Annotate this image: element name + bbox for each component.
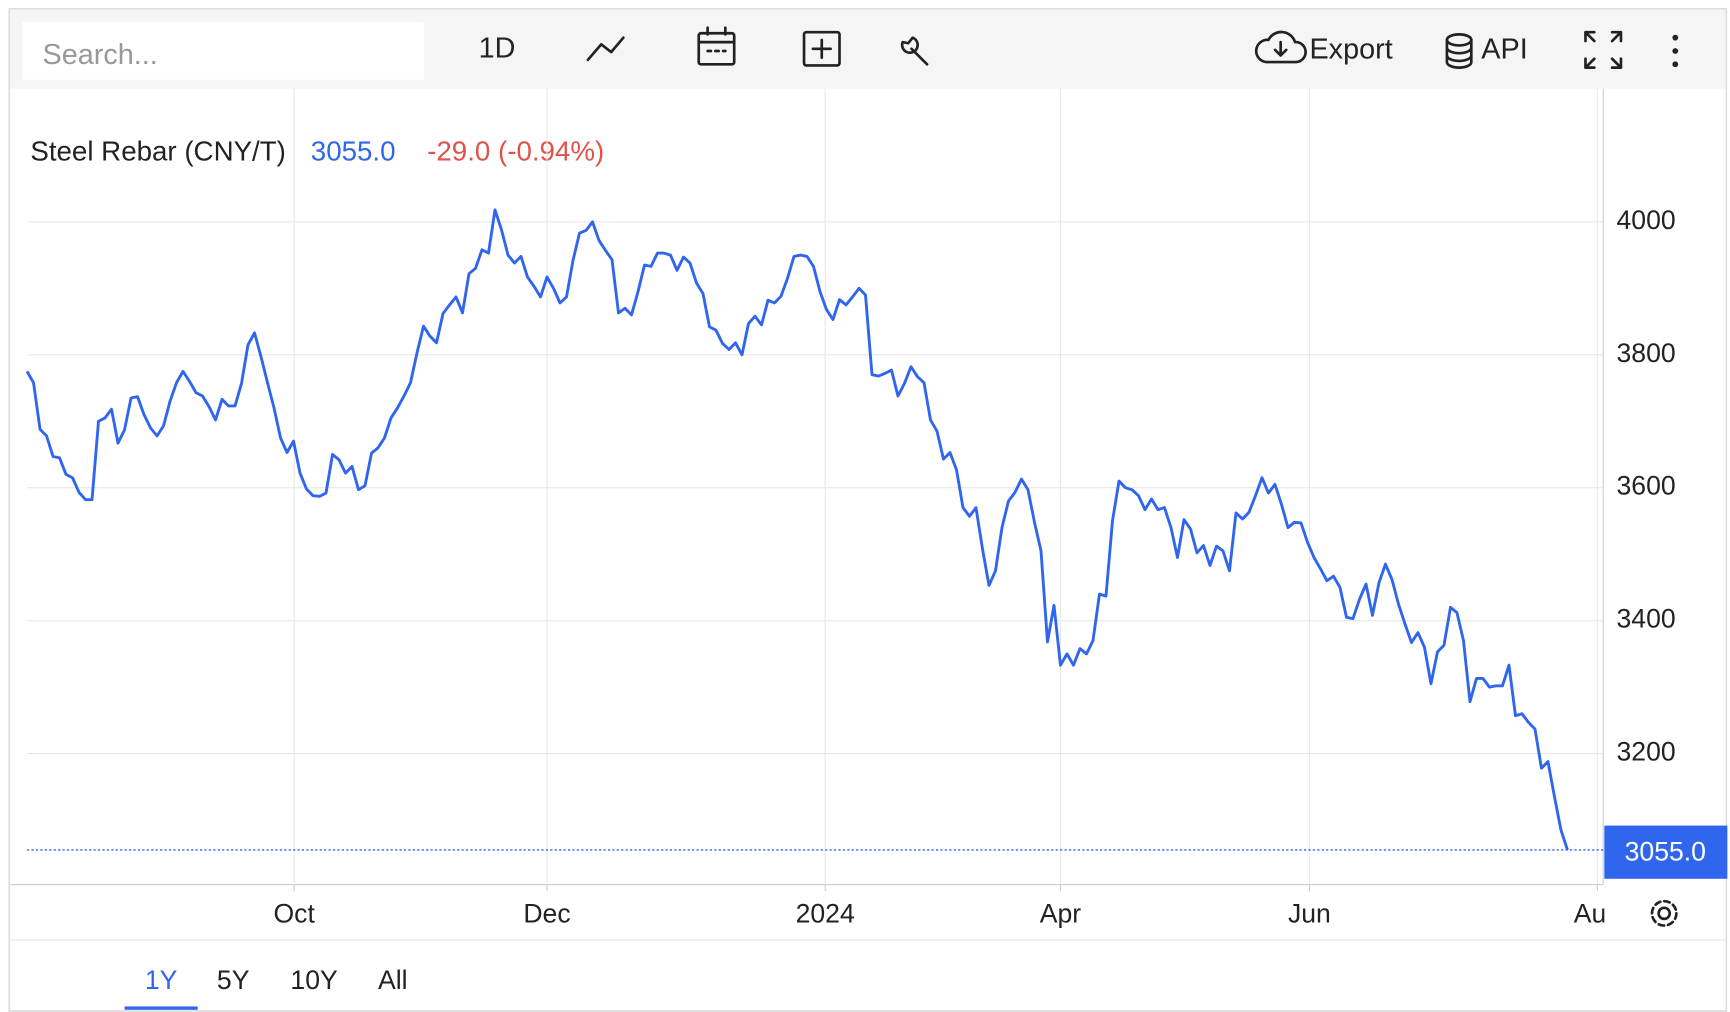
- y-tick-label: 3800: [1617, 338, 1676, 368]
- y-tick-label: 3400: [1617, 604, 1676, 634]
- y-tick-label: 4000: [1617, 205, 1676, 235]
- gear-icon[interactable]: [1650, 899, 1678, 927]
- chart-type-icon[interactable]: [586, 36, 625, 62]
- y-tick-label: 3200: [1617, 737, 1676, 767]
- interval-button[interactable]: 1D: [479, 32, 516, 64]
- x-tick-label: Apr: [1040, 899, 1082, 929]
- range-button[interactable]: 10Y: [290, 965, 338, 995]
- calendar-icon[interactable]: [697, 26, 736, 66]
- axis-mask: [1604, 893, 1725, 936]
- x-tick-label: Jun: [1288, 899, 1331, 929]
- menu-icon[interactable]: [1672, 34, 1679, 68]
- y-tick-label: 3600: [1617, 471, 1676, 501]
- api-icon[interactable]: [1445, 33, 1473, 69]
- add-icon[interactable]: [802, 30, 841, 67]
- x-tick-label: Oct: [273, 899, 315, 929]
- price-line: [25, 208, 1569, 851]
- series-name: Steel Rebar (CNY/T): [30, 135, 286, 166]
- fullscreen-icon[interactable]: [1584, 30, 1623, 69]
- last-price-tag-label: 3055.0: [1625, 836, 1706, 866]
- price-change: -29.0 (-0.94%): [427, 135, 604, 166]
- export-button[interactable]: [1254, 30, 1307, 64]
- range-button[interactable]: 5Y: [217, 965, 250, 995]
- settings-wrench-icon[interactable]: [900, 36, 929, 66]
- x-tick-label: Dec: [523, 899, 570, 929]
- frame: [8, 8, 1728, 1012]
- search-box[interactable]: [22, 22, 424, 80]
- range-buttons: 1Y 5Y 10Y All: [124, 965, 408, 1010]
- plot-area: Oct Dec 2024 Apr Jun Aug320034003600380040003…: [10, 88, 1728, 936]
- range-button[interactable]: All: [378, 965, 408, 995]
- range-active-underline: [124, 1006, 198, 1010]
- export-label[interactable]: Export: [1309, 34, 1392, 66]
- api-label[interactable]: API: [1481, 34, 1527, 66]
- x-tick-label: 2024: [796, 899, 855, 929]
- last-price: 3055.0: [311, 135, 396, 166]
- range-button[interactable]: 1Y: [145, 965, 178, 995]
- last-price-tag: [1604, 825, 1728, 879]
- search-placeholder: Search...: [43, 39, 158, 71]
